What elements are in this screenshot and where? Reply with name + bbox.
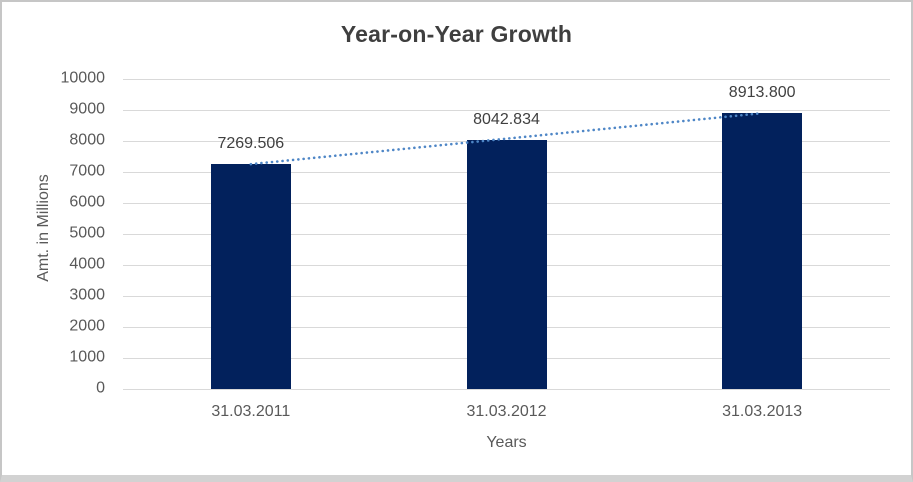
x-tick-label: 31.03.2013 <box>722 403 803 420</box>
y-tick-label: 6000 <box>69 193 105 211</box>
bar <box>466 139 547 389</box>
y-tick-label: 0 <box>96 379 105 397</box>
y-tick-label: 1000 <box>69 348 105 366</box>
x-axis-title: Years <box>486 434 527 451</box>
bar <box>210 163 291 389</box>
gridline <box>123 109 890 111</box>
x-tick-label: 31.03.2011 <box>211 403 291 420</box>
chart-title: Year-on-Year Growth <box>340 21 573 47</box>
x-tick-label: 31.03.2012 <box>466 403 547 420</box>
y-tick-label: 5000 <box>69 224 105 242</box>
y-tick-label: 2000 <box>69 317 105 335</box>
bar <box>722 112 803 389</box>
y-tick-label: 3000 <box>69 286 105 304</box>
y-tick-label: 9000 <box>69 100 105 118</box>
y-tick-label: 10000 <box>60 69 106 87</box>
gridline <box>123 78 890 80</box>
bar-data-label: 7269.506 <box>217 134 285 152</box>
bar-data-label: 8913.800 <box>728 83 796 101</box>
bar-data-label: 8042.834 <box>473 110 540 128</box>
y-tick-label: 8000 <box>69 131 105 149</box>
y-tick-label: 4000 <box>69 255 105 273</box>
y-tick-label: 7000 <box>69 162 105 180</box>
gridline <box>123 388 890 390</box>
